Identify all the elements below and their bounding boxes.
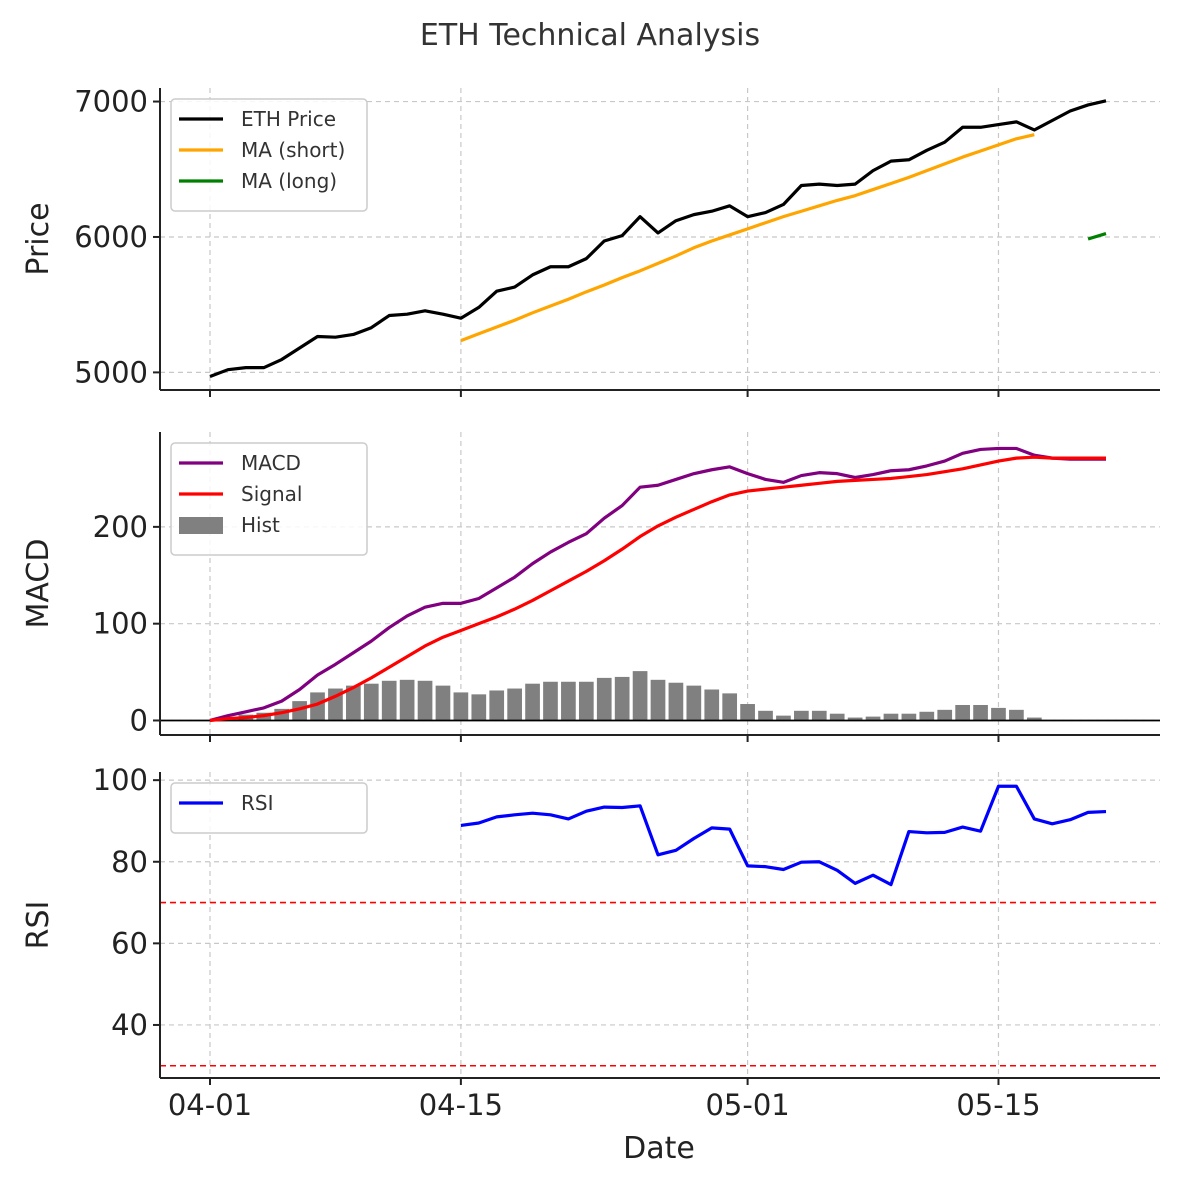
y-tick-label: 100 [93, 607, 148, 641]
hist-bar [346, 685, 361, 721]
legend-box [170, 98, 368, 212]
hist-bar [274, 708, 290, 721]
legend: ETH Price MA (short) MA (long) [170, 98, 368, 212]
legend: MACD Signal Hist [170, 442, 368, 556]
x-tick-label: 04-15 [419, 1088, 503, 1122]
hist-bar [686, 685, 702, 721]
panel-price: 5000 6000 7000 Price ETH Price MA (short) MA (… [21, 85, 1160, 397]
y-axis-label: RSI [21, 901, 56, 950]
panel-rsi: 40 60 80 100 RSI RSI [21, 763, 1160, 1085]
legend-swatch [179, 517, 223, 534]
hist-bar [507, 688, 522, 721]
hist-bar [453, 692, 469, 721]
hist-bar [381, 680, 397, 721]
chart-title: ETH Technical Analysis [420, 18, 760, 53]
legend-label: ETH Price [241, 107, 336, 131]
hist-bar [811, 710, 827, 721]
legend-label: Signal [241, 482, 302, 506]
hist-bar [740, 704, 755, 721]
legend-label: RSI [241, 791, 274, 815]
hist-bar [1009, 709, 1024, 721]
hist-bar [310, 692, 325, 721]
hist-bar [955, 704, 970, 721]
hist-bar [865, 716, 881, 721]
hist-bar [829, 713, 845, 721]
series-line-eth-price [209, 99, 1107, 378]
hist-bar [794, 710, 809, 721]
y-tick-label: 80 [111, 845, 148, 879]
hist-bar [919, 711, 935, 721]
hist-bar [847, 717, 863, 721]
hist-bar [1026, 717, 1042, 721]
y-tick-label: 40 [111, 1008, 148, 1042]
panel-macd: 0 100 200 MACD MACD Signal Hist [21, 432, 1160, 742]
hist-bar [543, 681, 558, 721]
y-axis-label: Price [21, 202, 56, 275]
hist-bar [883, 713, 899, 721]
series-line-ma-long [1087, 232, 1107, 241]
hist-bar [973, 704, 988, 721]
y-tick-label: 60 [111, 926, 148, 960]
hist-bar [561, 681, 576, 721]
y-axis-label: MACD [21, 539, 56, 629]
hist-bar [489, 690, 505, 721]
series-line-rsi [460, 784, 1107, 887]
legend-label: MA (long) [241, 169, 337, 193]
series-line-signal [209, 455, 1106, 723]
y-tick-label: 100 [93, 763, 148, 797]
legend-label: MACD [241, 451, 301, 475]
hist-bar [435, 685, 451, 721]
legend-label: Hist [241, 513, 280, 537]
hist-bar [776, 715, 791, 721]
x-tick-label: 05-01 [705, 1088, 789, 1122]
hist-bar [632, 671, 648, 721]
hist-bar [417, 680, 433, 721]
hist-bar [758, 710, 773, 721]
hist-bar [991, 707, 1006, 721]
hist-bar [614, 676, 630, 721]
hist-bar [722, 693, 738, 721]
y-tick-label: 6000 [74, 220, 148, 254]
hist-bar [668, 682, 684, 721]
legend-label: MA (short) [241, 138, 345, 162]
series-line-ma-short [460, 133, 1035, 343]
y-tick-label: 200 [93, 510, 148, 544]
hist-bar [578, 681, 594, 721]
y-tick-label: 7000 [74, 85, 148, 119]
y-tick-label: 5000 [74, 355, 148, 389]
x-axis-label: Date [623, 1131, 695, 1166]
hist-bar [596, 677, 612, 721]
hist-bar [399, 679, 415, 721]
y-tick-label: 0 [130, 703, 148, 737]
hist-bar [650, 679, 666, 721]
legend-box [170, 782, 368, 834]
hist-bar [901, 713, 917, 721]
hist-bar [363, 683, 379, 721]
legend: RSI [170, 782, 368, 834]
hist-bar [525, 683, 540, 721]
hist-bar [704, 689, 720, 721]
hist-bar [471, 694, 487, 721]
hist-bar [937, 709, 953, 721]
x-tick-label: 04-01 [168, 1088, 252, 1122]
hist-bar [292, 701, 307, 721]
series-line-macd [209, 446, 1106, 723]
x-tick-label: 05-15 [956, 1088, 1040, 1122]
